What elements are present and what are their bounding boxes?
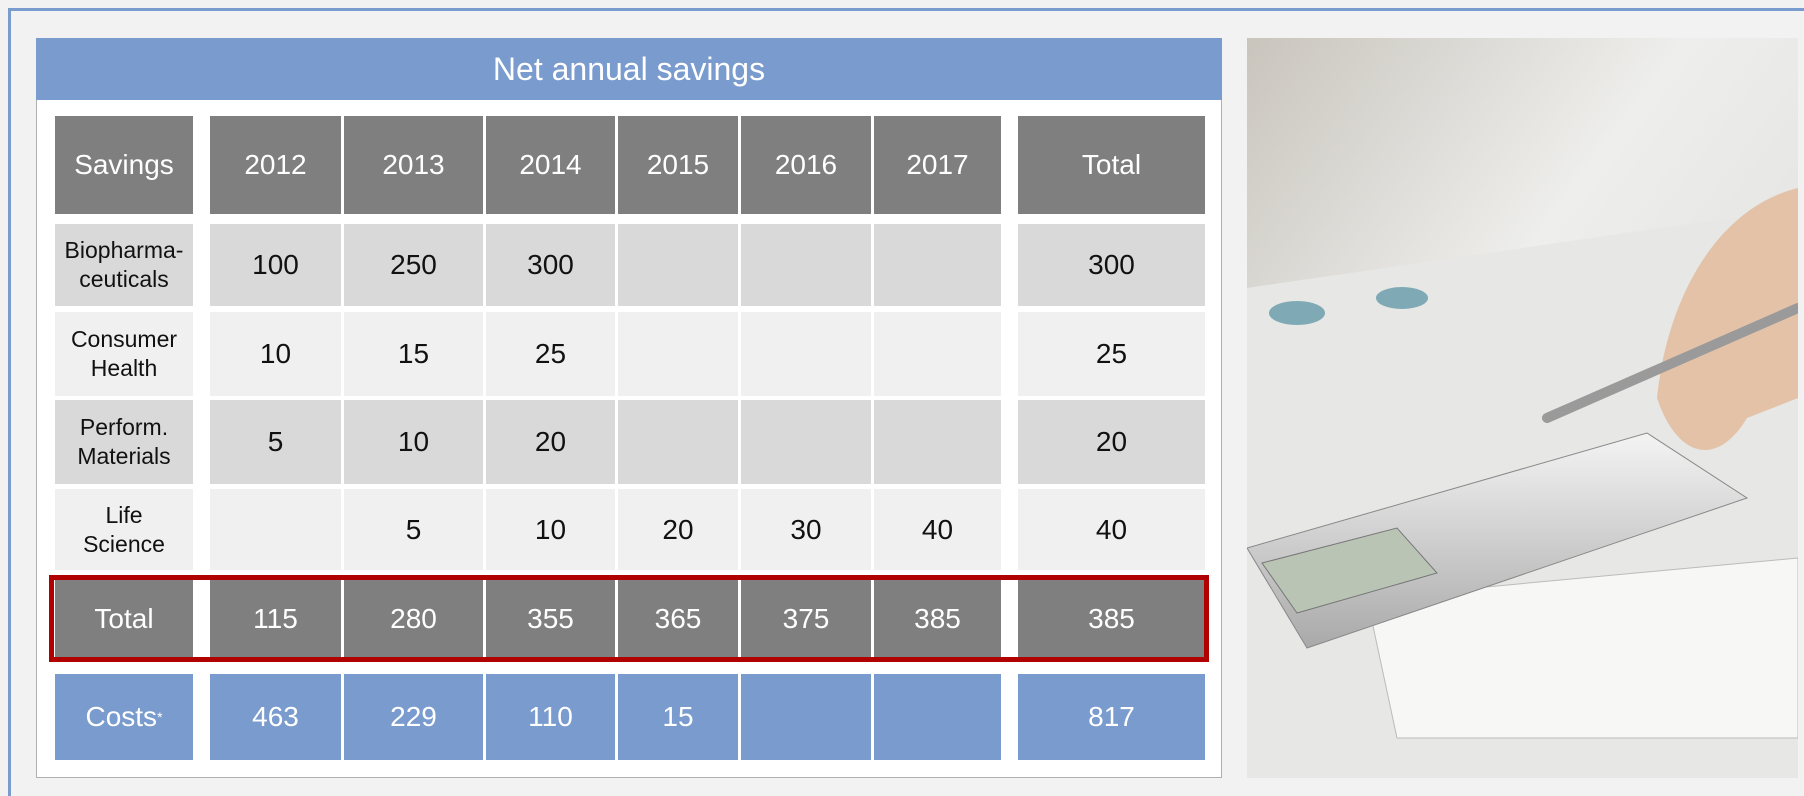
data-row-value: 250: [344, 224, 483, 306]
header-cell: 2012: [210, 116, 341, 214]
header-cell: 2016: [741, 116, 871, 214]
data-row-value: 10: [344, 400, 483, 484]
photo: [1247, 38, 1798, 778]
total-highlight: [49, 575, 1209, 662]
data-row-label: Consumer Health: [55, 312, 193, 396]
data-row-total: 300: [1018, 224, 1205, 306]
header-cell: 2013: [344, 116, 483, 214]
data-row-value: 10: [486, 489, 615, 570]
data-row-value: 20: [618, 489, 738, 570]
total-row-value: 115: [210, 580, 341, 657]
header-cell: Savings: [55, 116, 193, 214]
header-cell: 2014: [486, 116, 615, 214]
data-row-value: 40: [874, 489, 1001, 570]
total-row-total: 385: [1018, 580, 1205, 657]
data-row-label: Biopharma- ceuticals: [55, 224, 193, 306]
data-row-value: [874, 400, 1001, 484]
total-row-value: 355: [486, 580, 615, 657]
data-row-value: [618, 400, 738, 484]
data-row-total: 40: [1018, 489, 1205, 570]
table-title: Net annual savings: [36, 38, 1222, 100]
total-row-value: 280: [344, 580, 483, 657]
costs-row-value: [874, 674, 1001, 760]
data-row-total: 25: [1018, 312, 1205, 396]
costs-row-value: 463: [210, 674, 341, 760]
total-row-label: Total: [55, 580, 193, 657]
data-row-value: [741, 400, 871, 484]
data-row-value: [874, 224, 1001, 306]
header-cell: Total: [1018, 116, 1205, 214]
header-cell: 2017: [874, 116, 1001, 214]
data-row-value: [618, 312, 738, 396]
total-row-value: 365: [618, 580, 738, 657]
data-row-value: [874, 312, 1001, 396]
data-row-value: [618, 224, 738, 306]
data-row-value: [741, 224, 871, 306]
data-row-value: [210, 489, 341, 570]
data-row-value: 300: [486, 224, 615, 306]
data-row-value: 5: [210, 400, 341, 484]
costs-row-value: 229: [344, 674, 483, 760]
costs-row-label: Costs *: [55, 674, 193, 760]
data-row-value: 20: [486, 400, 615, 484]
data-row-value: 10: [210, 312, 341, 396]
frame: [8, 8, 1804, 796]
total-row-value: 385: [874, 580, 1001, 657]
data-row-label: Perform. Materials: [55, 400, 193, 484]
costs-row-total: 817: [1018, 674, 1205, 760]
total-row-value: 375: [741, 580, 871, 657]
data-row-value: 100: [210, 224, 341, 306]
data-row-label: Life Science: [55, 489, 193, 570]
header-cell: 2015: [618, 116, 738, 214]
data-row-value: 5: [344, 489, 483, 570]
costs-label: Costs: [85, 701, 158, 732]
data-row-value: 15: [344, 312, 483, 396]
data-row-total: 20: [1018, 400, 1205, 484]
costs-row-value: 110: [486, 674, 615, 760]
costs-row-value: 15: [618, 674, 738, 760]
data-row-value: 30: [741, 489, 871, 570]
data-row-value: 25: [486, 312, 615, 396]
footnote-mark: *: [157, 709, 163, 725]
data-row-value: [741, 312, 871, 396]
costs-row-value: [741, 674, 871, 760]
